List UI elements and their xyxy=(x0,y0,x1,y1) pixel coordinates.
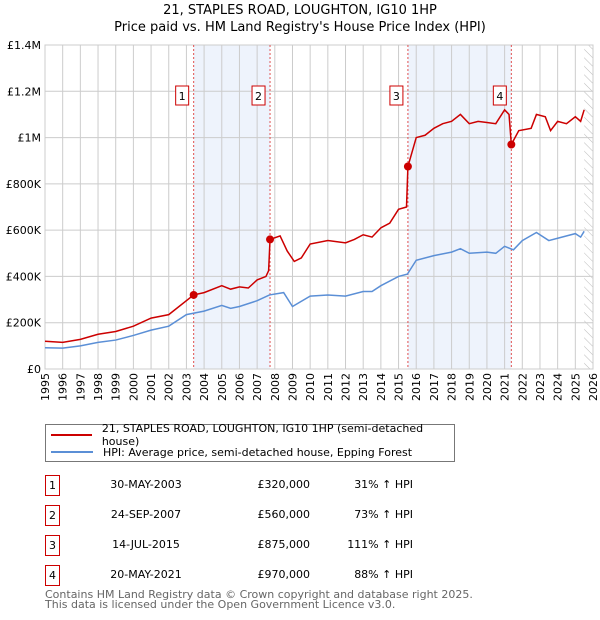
sale-label: 3 xyxy=(393,90,400,103)
sale-label-box xyxy=(175,85,190,106)
x-tick-label: 2005 xyxy=(216,373,229,401)
y-tick-label: £1M xyxy=(18,132,42,145)
x-tick-label: 2018 xyxy=(446,373,459,401)
x-tick-label: 1995 xyxy=(39,373,52,401)
x-tick-label: 2026 xyxy=(587,373,600,401)
x-tick-label: 2020 xyxy=(481,373,494,401)
transaction-price: £875,000 xyxy=(257,538,311,551)
x-tick-label: 2012 xyxy=(340,373,353,401)
legend-item-property: 21, STAPLES ROAD, LOUGHTON, IG10 1HP (se… xyxy=(46,422,454,448)
transaction-hpi-change: 73% ↑ HPI xyxy=(354,508,413,521)
y-tick-label: £400K xyxy=(6,270,42,283)
x-tick-label: 1999 xyxy=(110,373,123,401)
chart-subtitle: Price paid vs. HM Land Registry's House … xyxy=(114,20,486,35)
x-tick-label: 1998 xyxy=(92,373,105,401)
transaction-number-badge: 1 xyxy=(45,475,60,496)
x-tick-label: 2006 xyxy=(233,373,246,401)
x-tick-label: 2004 xyxy=(198,373,211,401)
transaction-number-badge: 3 xyxy=(45,535,60,556)
transaction-hpi-change: 31% ↑ HPI xyxy=(354,478,413,491)
sale-label-box xyxy=(389,85,404,106)
legend-item-hpi: HPI: Average price, semi-detached house,… xyxy=(46,444,412,460)
transaction-date: 14-JUL-2015 xyxy=(112,538,180,551)
x-tick-label: 2022 xyxy=(516,373,529,401)
x-tick-label: 2025 xyxy=(569,373,582,401)
transaction-row: 4 20-MAY-2021 £970,000 88% ↑ HPI xyxy=(45,565,465,586)
x-tick-label: 2016 xyxy=(410,373,423,401)
sale-label-box xyxy=(251,85,266,106)
transaction-hpi-change: 88% ↑ HPI xyxy=(354,568,413,581)
price-chart: 1995 1996 1997 1998 1999 2000 2001 2002 2003 2004… xyxy=(6,39,600,401)
transaction-row: 1 30-MAY-2003 £320,000 31% ↑ HPI xyxy=(45,475,465,496)
x-tick-label: 2014 xyxy=(375,373,388,401)
legend: 21, STAPLES ROAD, LOUGHTON, IG10 1HP (se… xyxy=(45,422,455,462)
x-tick-label: 2007 xyxy=(251,373,264,401)
transaction-date: 30-MAY-2003 xyxy=(110,478,182,491)
legend-swatch-property xyxy=(51,434,92,436)
x-tick-label: 2009 xyxy=(286,373,299,401)
x-tick-label: 2023 xyxy=(534,373,547,401)
transaction-price: £320,000 xyxy=(257,478,311,491)
sale-point xyxy=(266,235,275,244)
y-tick-label: £0 xyxy=(27,363,41,376)
transaction-row: 2 24-SEP-2007 £560,000 73% ↑ HPI xyxy=(45,505,465,526)
x-tick-label: 2010 xyxy=(304,373,317,401)
footer-licence: This data is licensed under the Open Gov… xyxy=(45,598,396,611)
property-price-line xyxy=(44,108,585,344)
chart-title: 21, STAPLES ROAD, LOUGHTON, IG10 1HP xyxy=(163,3,437,18)
x-tick-label: 1997 xyxy=(74,373,87,401)
y-tick-label: £1.4M xyxy=(7,39,41,52)
sale-label: 2 xyxy=(255,90,262,103)
sale-point xyxy=(189,290,198,299)
x-tick-label: 1996 xyxy=(57,373,70,401)
sale-label: 4 xyxy=(496,90,503,103)
y-tick-label: £800K xyxy=(6,178,42,191)
transaction-row: 3 14-JUL-2015 £875,000 111% ↑ HPI xyxy=(45,535,465,556)
y-tick-label: £200K xyxy=(6,317,42,330)
legend-swatch-hpi xyxy=(51,451,93,453)
footer-copyright: Contains HM Land Registry data © Crown c… xyxy=(45,588,473,601)
x-tick-label: 2013 xyxy=(357,373,370,401)
x-tick-label: 2002 xyxy=(163,373,176,401)
x-tick-label: 2003 xyxy=(180,373,193,401)
x-tick-label: 2017 xyxy=(428,373,441,401)
transaction-price: £970,000 xyxy=(257,568,311,581)
x-tick-label: 2015 xyxy=(393,373,406,401)
x-tick-label: 2001 xyxy=(145,373,158,401)
x-tick-label: 2000 xyxy=(127,373,140,401)
sale-label: 1 xyxy=(179,90,186,103)
legend-label-property: 21, STAPLES ROAD, LOUGHTON, IG10 1HP (se… xyxy=(101,422,424,448)
transaction-hpi-change: 111% ↑ HPI xyxy=(347,538,413,551)
legend-label-hpi: HPI: Average price, semi-detached house,… xyxy=(103,445,413,459)
transaction-date: 24-SEP-2007 xyxy=(110,508,182,521)
x-tick-label: 2011 xyxy=(322,373,335,401)
transaction-number-badge: 2 xyxy=(45,505,60,526)
plot-border xyxy=(44,44,594,370)
forecast-hatch xyxy=(584,45,593,369)
sale-label-box xyxy=(492,85,507,106)
x-tick-label: 2019 xyxy=(463,373,476,401)
x-tick-label: 2024 xyxy=(552,373,565,401)
x-tick-label: 2021 xyxy=(499,373,512,401)
transaction-date: 20-MAY-2021 xyxy=(110,568,182,581)
y-tick-label: £600K xyxy=(6,224,42,237)
transaction-number-badge: 4 xyxy=(45,565,60,586)
x-tick-label: 2008 xyxy=(269,373,282,401)
transaction-price: £560,000 xyxy=(257,508,311,521)
sale-point xyxy=(403,162,412,171)
sale-point xyxy=(507,140,516,149)
y-tick-label: £1.2M xyxy=(7,85,41,98)
hpi-line xyxy=(44,230,585,349)
